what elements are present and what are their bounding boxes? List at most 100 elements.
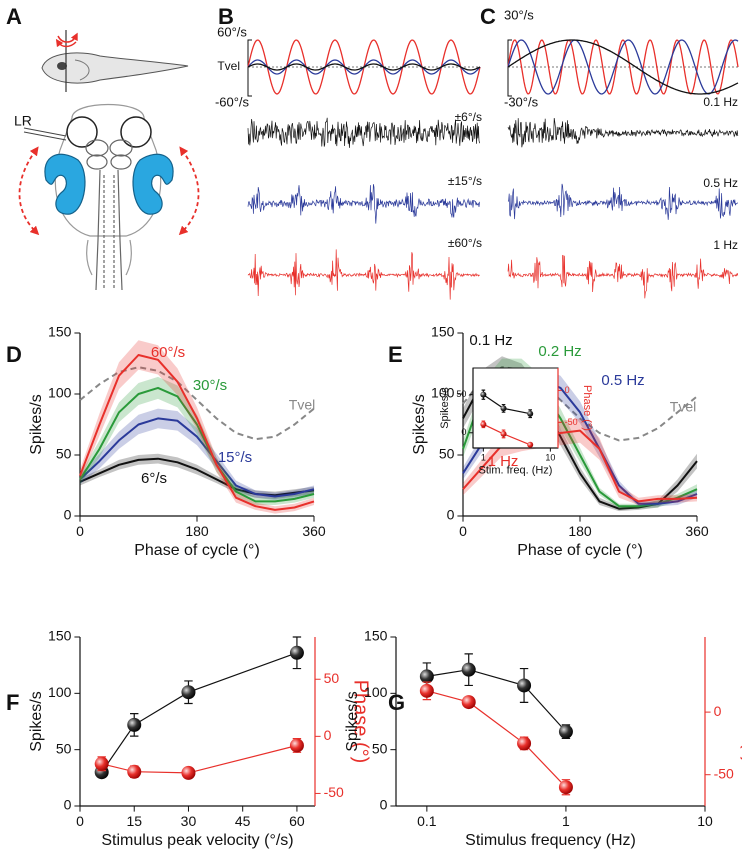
y-min-label: -60°/s bbox=[215, 94, 250, 109]
x-tick-label: 1 bbox=[481, 453, 486, 463]
line bbox=[79, 457, 315, 497]
x-axis-label: Stimulus peak velocity (°/s) bbox=[101, 832, 293, 849]
marker bbox=[461, 695, 476, 710]
marker bbox=[127, 717, 142, 732]
y2-tick-label: -50 bbox=[324, 784, 344, 800]
recording-trace bbox=[247, 249, 480, 300]
marker bbox=[181, 765, 196, 780]
marker bbox=[289, 645, 304, 660]
line bbox=[79, 417, 315, 498]
series-label: 30°/s bbox=[193, 377, 227, 394]
x-tick-label: 15 bbox=[126, 813, 142, 829]
x-axis-label: Stim. freq. (Hz) bbox=[479, 464, 553, 476]
y-max-label: 60°/s bbox=[217, 24, 247, 39]
x-axis-label: Phase of cycle (°) bbox=[517, 542, 643, 559]
y-tick-label: 0 bbox=[461, 427, 466, 437]
trace-label: ±60°/s bbox=[448, 236, 482, 250]
marker bbox=[461, 662, 476, 677]
marker bbox=[419, 669, 434, 684]
panel-label: C bbox=[480, 4, 496, 29]
marker bbox=[127, 764, 142, 779]
series-label: 6°/s bbox=[141, 470, 167, 487]
line bbox=[101, 652, 298, 773]
series-label: Tvel bbox=[289, 397, 315, 413]
y-axis-label: Spikes/s bbox=[344, 691, 361, 751]
scale-bracket bbox=[507, 39, 512, 97]
scale-bracket bbox=[247, 39, 252, 97]
marker bbox=[558, 780, 573, 795]
x-axis-label: Stimulus frequency (Hz) bbox=[465, 832, 636, 849]
y-tick-label: 0 bbox=[64, 507, 72, 523]
x-tick-label: 0 bbox=[76, 813, 84, 829]
y-tick-label: 50 bbox=[439, 446, 455, 462]
series-label: 1 Hz bbox=[488, 453, 519, 470]
y-tick-label: 150 bbox=[48, 628, 72, 644]
series-label: 0.5 Hz bbox=[601, 372, 644, 389]
recording-trace bbox=[507, 254, 739, 299]
reference-label: Tvel bbox=[217, 59, 240, 73]
x-tick-label: 180 bbox=[568, 523, 592, 539]
error-band bbox=[80, 340, 314, 514]
marker bbox=[500, 405, 507, 412]
y-tick-label: 0 bbox=[64, 797, 72, 813]
marker bbox=[517, 736, 532, 751]
y-tick-label: 100 bbox=[48, 684, 72, 700]
marker bbox=[558, 724, 573, 739]
line bbox=[79, 354, 315, 511]
y-tick-label: 150 bbox=[48, 324, 72, 340]
marker bbox=[527, 441, 534, 448]
recording-trace bbox=[247, 184, 480, 224]
y2-axis-label: Phase (°) bbox=[350, 680, 372, 764]
plot-frame bbox=[472, 367, 559, 449]
y2-tick-label: 0 bbox=[714, 703, 722, 719]
y2-tick-label: -50 bbox=[565, 417, 578, 427]
marker bbox=[500, 430, 507, 437]
series-label: 60°/s bbox=[151, 344, 185, 361]
x-tick-label: 0.1 bbox=[417, 813, 437, 829]
marker bbox=[480, 391, 487, 398]
marker bbox=[94, 756, 109, 771]
y-axis-label: Spikes/s bbox=[411, 394, 428, 454]
y-tick-label: 150 bbox=[431, 324, 455, 340]
electrode-label: LR bbox=[14, 113, 32, 129]
marker bbox=[419, 683, 434, 698]
x-tick-label: 360 bbox=[302, 523, 326, 539]
y-tick-label: 150 bbox=[364, 628, 388, 644]
line bbox=[79, 386, 315, 503]
y-tick-label: 100 bbox=[48, 385, 72, 401]
y2-tick-label: 50 bbox=[324, 670, 340, 686]
y-tick-label: 0 bbox=[447, 507, 455, 523]
x-tick-label: 0 bbox=[76, 523, 84, 539]
marker bbox=[480, 421, 487, 428]
stimulus-wave bbox=[247, 63, 481, 71]
y-tick-label: 100 bbox=[431, 385, 455, 401]
y-max-label: 30°/s bbox=[504, 7, 534, 22]
y-axis-label: Spikes/s bbox=[439, 387, 451, 429]
series-label: 0.1 Hz bbox=[469, 332, 512, 349]
x-tick-label: 10 bbox=[545, 453, 555, 463]
x-axis-label: Phase of cycle (°) bbox=[134, 542, 260, 559]
tadpole bbox=[41, 30, 189, 92]
marker bbox=[181, 685, 196, 700]
error-band bbox=[80, 408, 314, 501]
trace-label: 0.1 Hz bbox=[703, 95, 738, 109]
series-label: 0.2 Hz bbox=[538, 343, 581, 360]
x-tick-label: 360 bbox=[685, 523, 709, 539]
series-label: Tvel bbox=[670, 399, 696, 415]
y-axis-label: Spikes/s bbox=[28, 691, 45, 751]
marker bbox=[289, 738, 304, 753]
stimulus-wave bbox=[507, 39, 739, 95]
y2-axis-label: Phase (°) bbox=[740, 680, 742, 764]
brain-schematic bbox=[18, 104, 200, 291]
panel-label: A bbox=[6, 4, 22, 29]
series-label: 15°/s bbox=[218, 449, 252, 466]
panel-label: B bbox=[218, 4, 234, 29]
panel-label: D bbox=[6, 342, 22, 367]
y2-tick-label: -50 bbox=[714, 765, 734, 781]
marker bbox=[527, 410, 534, 417]
line bbox=[426, 669, 567, 733]
trace-label: 0.5 Hz bbox=[703, 176, 738, 190]
line bbox=[426, 690, 567, 788]
y-min-label: -30°/s bbox=[504, 94, 539, 109]
y-tick-label: 50 bbox=[456, 389, 466, 399]
